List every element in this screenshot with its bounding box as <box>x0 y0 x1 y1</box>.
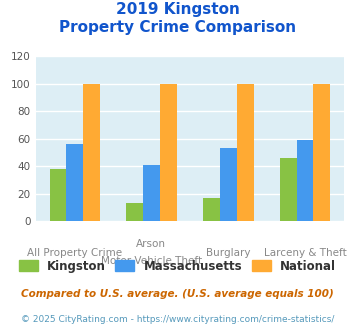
Text: All Property Crime: All Property Crime <box>27 248 122 257</box>
Bar <box>313 83 330 221</box>
Text: 2019 Kingston: 2019 Kingston <box>116 2 239 16</box>
Bar <box>83 83 100 221</box>
Legend: Kingston, Massachusetts, National: Kingston, Massachusetts, National <box>14 255 341 278</box>
Text: Compared to U.S. average. (U.S. average equals 100): Compared to U.S. average. (U.S. average … <box>21 289 334 299</box>
Bar <box>126 203 143 221</box>
Text: Burglary: Burglary <box>206 248 251 257</box>
Text: Arson: Arson <box>136 239 166 249</box>
Text: Larceny & Theft: Larceny & Theft <box>264 248 347 257</box>
Text: Property Crime Comparison: Property Crime Comparison <box>59 20 296 35</box>
Bar <box>220 148 237 221</box>
Text: Motor Vehicle Theft: Motor Vehicle Theft <box>101 256 202 266</box>
Bar <box>160 83 177 221</box>
Bar <box>237 83 253 221</box>
Bar <box>143 165 160 221</box>
Bar <box>66 144 83 221</box>
Bar <box>280 158 296 221</box>
Bar <box>50 169 66 221</box>
Text: © 2025 CityRating.com - https://www.cityrating.com/crime-statistics/: © 2025 CityRating.com - https://www.city… <box>21 315 334 324</box>
Bar <box>296 140 313 221</box>
Bar <box>203 198 220 221</box>
